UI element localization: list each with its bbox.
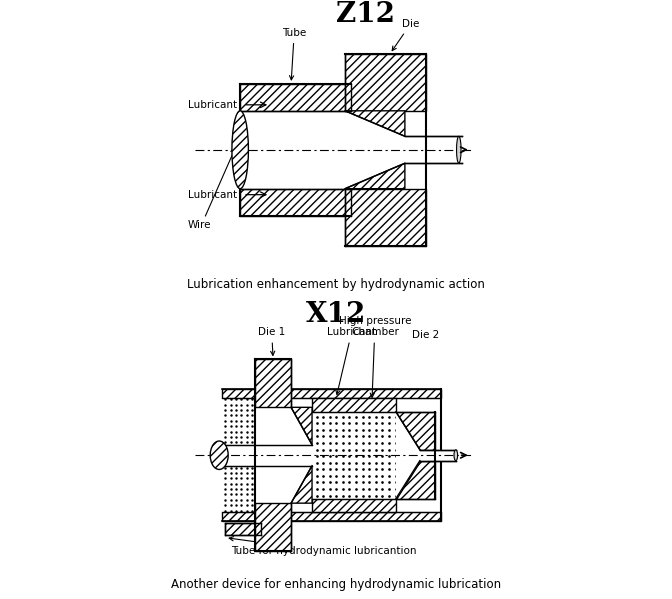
- Bar: [240, 189, 351, 216]
- Text: Die 1: Die 1: [258, 328, 286, 355]
- Bar: [255, 503, 291, 551]
- Text: Tube: Tube: [282, 28, 306, 80]
- Ellipse shape: [210, 441, 228, 470]
- Bar: [225, 522, 261, 534]
- Bar: [345, 54, 426, 111]
- Text: Lubricant: Lubricant: [327, 328, 376, 394]
- Bar: [345, 189, 426, 246]
- Bar: [312, 498, 396, 512]
- Polygon shape: [291, 407, 312, 444]
- Text: Lubricant: Lubricant: [187, 100, 237, 110]
- Bar: [222, 389, 441, 398]
- Bar: [240, 111, 351, 189]
- Bar: [420, 450, 456, 461]
- Text: Another device for enhancing hydrodynamic lubrication: Another device for enhancing hydrodynami…: [171, 577, 501, 591]
- Text: Lubricant: Lubricant: [187, 190, 237, 199]
- Bar: [255, 359, 291, 407]
- Bar: [312, 398, 396, 412]
- Polygon shape: [345, 111, 405, 189]
- Text: High pressure
Chamber: High pressure Chamber: [339, 316, 411, 397]
- Polygon shape: [345, 163, 405, 189]
- Polygon shape: [291, 466, 312, 503]
- Text: Lubrication enhancement by hydrodynamic action: Lubrication enhancement by hydrodynamic …: [187, 278, 485, 291]
- Text: Die 2: Die 2: [412, 331, 439, 340]
- Text: Z12: Z12: [337, 1, 395, 29]
- Polygon shape: [396, 412, 435, 450]
- Bar: [222, 444, 312, 466]
- Text: Wire: Wire: [187, 220, 211, 229]
- Polygon shape: [396, 412, 420, 498]
- Polygon shape: [291, 407, 312, 503]
- Ellipse shape: [456, 136, 461, 163]
- Bar: [222, 512, 441, 521]
- Text: X12: X12: [306, 301, 366, 328]
- Polygon shape: [396, 461, 435, 498]
- Ellipse shape: [454, 450, 458, 461]
- Ellipse shape: [232, 111, 249, 189]
- Bar: [405, 136, 465, 163]
- Polygon shape: [345, 111, 405, 136]
- Text: Die: Die: [392, 19, 419, 50]
- Bar: [240, 84, 351, 111]
- Text: Tube for hydrodynamic lubricantion: Tube for hydrodynamic lubricantion: [229, 537, 417, 556]
